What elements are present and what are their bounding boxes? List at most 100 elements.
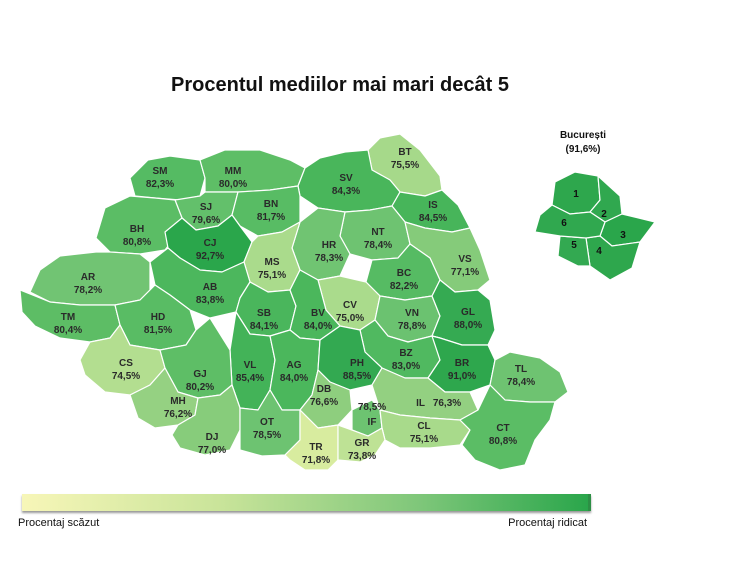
sector-5-label: 5 [571, 240, 577, 251]
county-sj-value: 79,6% [192, 215, 220, 226]
sector-1-label: 1 [573, 189, 579, 200]
county-ag-code: AG [287, 360, 302, 371]
county-tr-code: TR [309, 442, 323, 453]
legend-low-label: Procentaj scăzut [18, 517, 100, 529]
county-cj-code: CJ [204, 238, 217, 249]
county-gj-code: GJ [193, 369, 206, 380]
county-bc-code: BC [397, 268, 411, 279]
county-sv-value: 84,3% [332, 186, 360, 197]
county-gl-code: GL [461, 307, 475, 318]
county-hr-code: HR [322, 240, 337, 251]
county-ct-code: CT [496, 423, 509, 434]
bucuresti-title: București [560, 130, 606, 141]
county-dj-code: DJ [206, 432, 219, 443]
county-mm-value: 80,0% [219, 179, 247, 190]
county-ab-value: 83,8% [196, 295, 224, 306]
county-gr-code: GR [355, 438, 371, 449]
map-title: Procentul mediilor mai mari decât 5 [171, 74, 509, 96]
county-sm-code: SM [153, 166, 168, 177]
county-mm-shape [199, 149, 306, 193]
county-bt-value: 75,5% [391, 160, 419, 171]
county-vn-code: VN [405, 308, 419, 319]
county-bv-value: 84,0% [304, 321, 332, 332]
county-dj-value: 77,0% [198, 445, 226, 456]
county-cj-value: 92,7% [196, 251, 224, 262]
county-tm-value: 80,4% [54, 325, 82, 336]
county-nt-value: 78,4% [364, 240, 392, 251]
county-il-code: IL [416, 398, 425, 409]
county-tr-shape [284, 409, 339, 471]
bucuresti-inset: București (91,6%) 1 2 3 4 5 6 [534, 130, 657, 281]
sector-4-shape [585, 235, 641, 281]
county-sm-shape [129, 155, 206, 201]
county-gr-shape [337, 424, 386, 463]
county-bv-code: BV [311, 308, 325, 319]
county-tl-value: 78,4% [507, 377, 535, 388]
county-ar-value: 78,2% [74, 285, 102, 296]
county-ot-code: OT [260, 417, 274, 428]
county-il-value: 76,3% [433, 398, 461, 409]
county-cs-code: CS [119, 358, 133, 369]
county-vs-value: 77,1% [451, 267, 479, 278]
county-nt-code: NT [371, 227, 384, 238]
county-ms-value: 75,1% [258, 270, 286, 281]
county-ct-value: 80,8% [489, 436, 517, 447]
county-sm-value: 82,3% [146, 179, 174, 190]
county-br-value: 91,0% [448, 371, 476, 382]
bucuresti-value: (91,6%) [565, 144, 600, 155]
county-sb-value: 84,1% [250, 321, 278, 332]
county-if-value: 78,5% [358, 402, 386, 413]
county-ph-code: PH [350, 358, 364, 369]
county-gr-value: 73,8% [348, 451, 376, 462]
sector-6-shape [534, 204, 606, 239]
county-tl-code: TL [515, 364, 527, 375]
county-ag-value: 84,0% [280, 373, 308, 384]
county-ar-code: AR [81, 272, 96, 283]
county-ct-shape [459, 384, 556, 471]
county-cl-code: CL [417, 421, 430, 432]
county-sj-code: SJ [200, 202, 212, 213]
sector-4-label: 4 [596, 246, 602, 257]
county-bn-code: BN [264, 199, 278, 210]
county-db-value: 76,6% [310, 397, 338, 408]
county-mh-value: 76,2% [164, 409, 192, 420]
county-bh-code: BH [130, 224, 144, 235]
county-br-code: BR [455, 358, 470, 369]
county-ms-code: MS [265, 257, 280, 268]
county-cv-code: CV [343, 300, 357, 311]
sector-2-label: 2 [601, 209, 607, 220]
county-tr-value: 71,8% [302, 455, 330, 466]
county-db-code: DB [317, 384, 331, 395]
county-sb-code: SB [257, 308, 271, 319]
county-bz-code: BZ [399, 348, 412, 359]
county-mm-code: MM [225, 166, 242, 177]
county-vl-value: 85,4% [236, 373, 264, 384]
county-bz-value: 83,0% [392, 361, 420, 372]
county-hd-value: 81,5% [144, 325, 172, 336]
county-hd-code: HD [151, 312, 165, 323]
county-cl-value: 75,1% [410, 434, 438, 445]
county-bh-value: 80,8% [123, 237, 151, 248]
county-if-code: IF [368, 417, 377, 428]
county-cv-value: 75,0% [336, 313, 364, 324]
county-mh-code: MH [170, 396, 186, 407]
county-vl-code: VL [244, 360, 257, 371]
county-vn-value: 78,8% [398, 321, 426, 332]
county-is-value: 84,5% [419, 213, 447, 224]
county-ph-value: 88,5% [343, 371, 371, 382]
county-gl-value: 88,0% [454, 320, 482, 331]
county-bc-value: 82,2% [390, 281, 418, 292]
county-bt-code: BT [398, 147, 411, 158]
sector-3-label: 3 [620, 230, 626, 241]
sector-6-label: 6 [561, 218, 567, 229]
county-hr-value: 78,3% [315, 253, 343, 264]
county-cs-value: 74,5% [112, 371, 140, 382]
county-bn-value: 81,7% [257, 212, 285, 223]
county-ot-value: 78,5% [253, 430, 281, 441]
legend-high-label: Procentaj ridicat [508, 517, 587, 529]
county-is-code: IS [428, 200, 438, 211]
legend-color-bar [22, 494, 591, 511]
county-tm-code: TM [61, 312, 75, 323]
county-vs-code: VS [458, 254, 472, 265]
